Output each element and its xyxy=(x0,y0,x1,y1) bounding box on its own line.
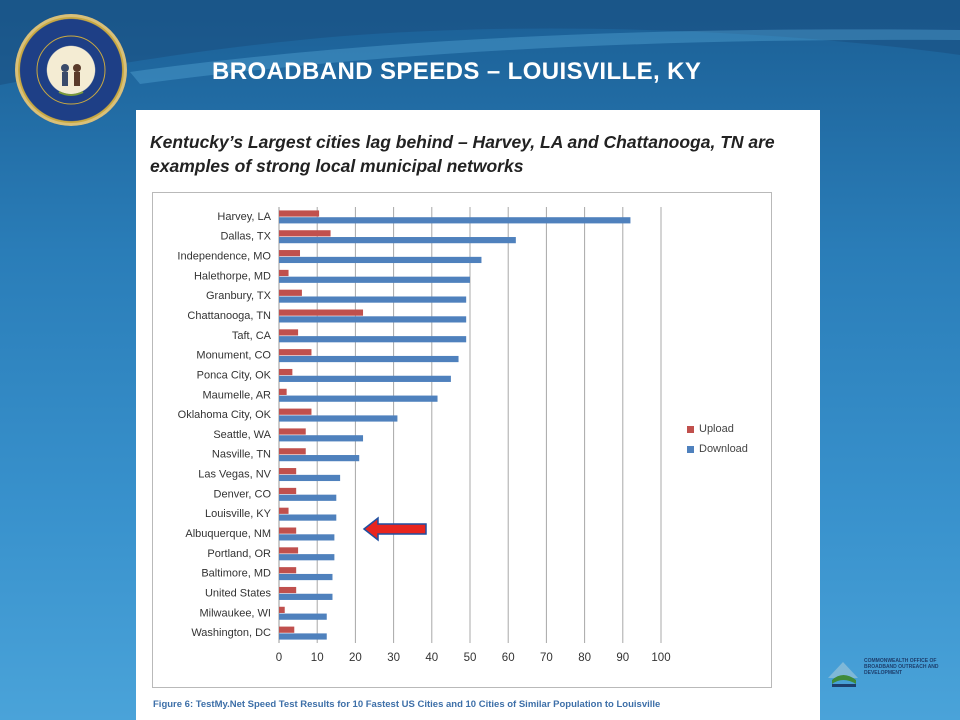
x-tick-label: 70 xyxy=(540,652,553,664)
bar-upload xyxy=(279,269,289,277)
category-label: Halethorpe, MD xyxy=(194,270,271,282)
bar-download xyxy=(279,296,467,303)
category-label: Taft, CA xyxy=(232,330,272,342)
bar-upload xyxy=(279,487,297,495)
bar-download xyxy=(279,276,470,283)
bar-upload xyxy=(279,388,287,395)
bar-upload xyxy=(279,606,285,613)
seal-figures-icon xyxy=(36,35,106,105)
category-label: Monument, CO xyxy=(196,350,271,362)
bar-upload xyxy=(279,368,293,376)
category-label: Harvey, LA xyxy=(217,211,271,223)
bar-upload xyxy=(279,547,299,554)
bar-download xyxy=(279,633,327,640)
bar-download xyxy=(279,415,398,422)
x-tick-label: 0 xyxy=(276,652,282,664)
x-tick-label: 50 xyxy=(464,652,477,664)
bar-download xyxy=(279,455,360,462)
x-tick-label: 90 xyxy=(616,652,629,664)
chart-heading: Kentucky’s Largest cities lag behind – H… xyxy=(150,132,775,176)
bar-upload xyxy=(279,428,306,435)
cobod-logo-icon xyxy=(828,662,858,687)
bar-download xyxy=(279,554,335,561)
bar-download xyxy=(279,316,467,323)
chart-panel: Kentucky’s Largest cities lag behind – H… xyxy=(136,110,820,720)
bar-upload xyxy=(279,448,306,455)
x-tick-label: 10 xyxy=(311,652,324,664)
legend-upload: Upload xyxy=(687,423,734,435)
category-label: Chattanooga, TN xyxy=(187,310,271,322)
x-tick-label: 80 xyxy=(578,652,591,664)
legend-upload-label: Upload xyxy=(699,423,734,435)
legend-download-swatch xyxy=(687,445,694,453)
bar-upload xyxy=(279,349,312,356)
bar-upload xyxy=(279,329,299,336)
bar-download xyxy=(279,217,631,224)
x-tick-label: 30 xyxy=(387,652,400,664)
category-label: Dallas, TX xyxy=(220,231,271,243)
highlight-arrow-icon xyxy=(362,516,427,542)
category-label: Milwaukee, WI xyxy=(199,607,271,619)
category-label: Portland, OR xyxy=(207,548,271,560)
category-label: Maumelle, AR xyxy=(203,389,272,401)
bar-download xyxy=(279,514,337,521)
bar-upload xyxy=(279,468,297,475)
bar-upload xyxy=(279,567,297,574)
bar-upload xyxy=(279,250,301,257)
bar-download xyxy=(279,237,516,244)
bar-upload xyxy=(279,586,297,594)
header-swoosh xyxy=(0,0,960,85)
legend-download: Download xyxy=(687,443,748,455)
bar-download xyxy=(279,395,438,402)
cobod-logo: COMMONWEALTH OFFICE OF BROADBAND OUTREAC… xyxy=(826,656,956,692)
bar-upload xyxy=(279,626,295,633)
category-label: Albuquerque, NM xyxy=(185,528,271,540)
bar-download xyxy=(279,336,467,343)
bar-upload xyxy=(279,289,302,296)
kentucky-seal xyxy=(15,14,127,126)
category-label: Washington, DC xyxy=(191,627,271,639)
legend-download-label: Download xyxy=(699,443,748,455)
bar-download xyxy=(279,613,327,620)
category-label: Ponca City, OK xyxy=(197,369,272,381)
cobod-logo-text: COMMONWEALTH OFFICE OF BROADBAND OUTREAC… xyxy=(864,658,939,676)
bar-download xyxy=(279,355,459,363)
category-label: Granbury, TX xyxy=(206,290,272,302)
category-label: United States xyxy=(205,587,272,599)
x-tick-label: 60 xyxy=(502,652,515,664)
chart-frame: 0 10 20 30 40 50 60 70 80 90 100 Harvey, LA Dallas, … xyxy=(152,192,772,688)
category-label: Independence, MO xyxy=(177,251,271,263)
slide-title: BROADBAND SPEEDS – LOUISVILLE, KY xyxy=(212,58,702,85)
x-tick-label: 20 xyxy=(349,652,362,664)
bar-download xyxy=(279,494,337,501)
legend-upload-swatch xyxy=(687,425,694,433)
category-label: Seattle, WA xyxy=(213,429,271,441)
category-label: Baltimore, MD xyxy=(201,568,271,580)
bar-download xyxy=(279,375,451,382)
bar-download xyxy=(279,593,333,600)
category-label: Nasville, TN xyxy=(212,449,271,461)
category-label: Oklahoma City, OK xyxy=(178,409,272,421)
category-label: Las Vegas, NV xyxy=(198,469,271,481)
bar-upload xyxy=(279,309,364,316)
figure-caption: Figure 6: TestMy.Net Speed Test Results … xyxy=(153,699,661,710)
bar-download xyxy=(279,474,341,482)
bar-upload xyxy=(279,210,320,217)
bar-upload xyxy=(279,408,312,415)
bar-download xyxy=(279,256,482,264)
category-label: Louisville, KY xyxy=(205,508,272,520)
x-tick-label: 100 xyxy=(651,652,670,664)
bar-download xyxy=(279,534,335,541)
bar-upload xyxy=(279,230,331,237)
bar-upload xyxy=(279,527,297,534)
bar-download xyxy=(279,573,333,581)
bar-download xyxy=(279,435,364,442)
bar-upload xyxy=(279,507,289,514)
x-tick-label: 40 xyxy=(425,652,438,664)
bar-chart: 0 10 20 30 40 50 60 70 80 90 100 Harvey, LA Dallas, … xyxy=(177,207,671,664)
category-label: Denver, CO xyxy=(214,488,272,500)
